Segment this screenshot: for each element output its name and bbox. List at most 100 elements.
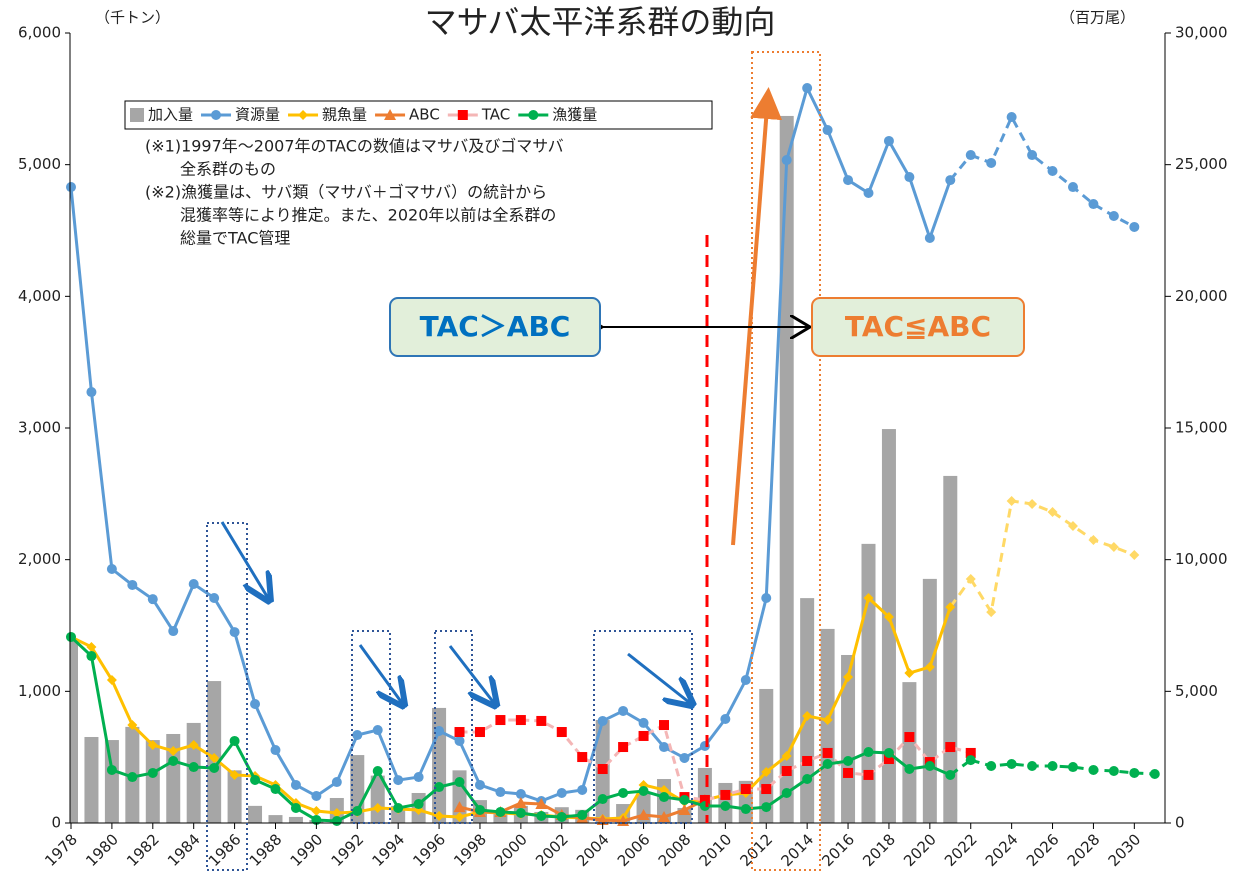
marker [863,187,874,198]
note: 混獲率等により推定。また、2020年以前は全系群の [180,206,556,225]
legend-label: TAC [481,106,510,124]
marker [1027,760,1038,771]
marker [311,806,322,817]
marker [250,698,261,709]
marker [618,787,629,798]
bar [268,815,283,823]
marker [127,579,138,590]
marker [147,740,158,751]
marker [434,782,445,793]
marker [659,720,670,731]
marker [986,157,997,168]
bars-layer [70,115,958,823]
marker [474,779,485,790]
bar [922,578,937,823]
marker [658,810,671,822]
marker [965,574,976,585]
marker [454,777,465,788]
marker [618,705,629,716]
marker [384,109,397,120]
marker [577,752,588,763]
note: 総量でTAC管理 [180,229,290,248]
series-line [969,499,1135,617]
marker [290,802,301,813]
x-tick-label: 1982 [123,830,163,870]
marker [106,564,117,575]
marker [515,789,526,800]
marker [1129,221,1140,232]
marker [1027,150,1038,161]
x-tick-label: 1984 [164,830,204,870]
marker [372,802,383,813]
marker [904,732,915,743]
marker [679,794,690,805]
marker [924,760,935,771]
bar [881,429,896,823]
x-tick-label: 2024 [982,830,1022,870]
marker [802,755,813,766]
marker [1108,765,1119,776]
marker [761,802,772,813]
x-tick-label: 1998 [450,830,490,870]
marker [1047,760,1058,771]
marker [740,804,751,815]
marker [298,110,309,120]
marker [638,786,649,797]
marker [515,807,526,818]
marker [311,791,322,802]
x-tick-label: 2018 [859,830,899,870]
bar [820,628,835,823]
marker [802,774,813,785]
marker [556,727,567,738]
marker [924,661,935,672]
marker [802,83,813,94]
marker [66,631,76,642]
y-unit-label: （千トン） [95,9,170,27]
marker [883,747,894,758]
marker [883,135,894,146]
y2-tick-label: 10,000 [1175,550,1228,568]
series-line [970,758,1155,776]
marker [822,715,833,726]
marker [453,801,466,813]
notes: (※1)1997年～2007年のTACの数値はマサバ及びゴマサバ 全系群のもの … [145,137,564,248]
bar [779,115,794,823]
marker [781,155,792,166]
decorations [206,51,1025,871]
marker [597,794,608,805]
marker [1047,507,1058,518]
legend-label: 加入量 [148,106,193,124]
marker [863,747,874,758]
x-tick-label: 2008 [655,830,695,870]
x-tick-label: 1990 [287,830,327,870]
marker [761,592,772,603]
marker [597,764,608,775]
x-tick-label: 1996 [409,830,449,870]
marker [106,764,117,775]
marker [270,745,281,756]
marker [1006,759,1017,770]
marker [1088,535,1099,546]
marker [290,779,301,790]
legend: 加入量 資源量 親魚量 ABC TAC 漁獲量 [130,106,597,124]
marker [986,760,997,771]
marker [1129,550,1140,561]
marker [188,762,199,773]
marker [393,775,404,786]
bar [370,775,385,823]
marker [883,611,894,622]
marker [597,715,608,726]
period-box [206,522,248,871]
marker [495,715,506,726]
projection-connector [949,578,972,608]
marker [577,809,588,820]
y-tick-label: 4,000 [18,287,61,305]
x-tick-label: 1994 [368,830,408,870]
marker [761,784,772,795]
y2-tick-label: 25,000 [1175,155,1228,173]
marker [106,675,117,686]
marker [843,767,854,778]
callout-box [389,297,601,357]
marker [454,735,465,746]
marker [556,787,567,798]
